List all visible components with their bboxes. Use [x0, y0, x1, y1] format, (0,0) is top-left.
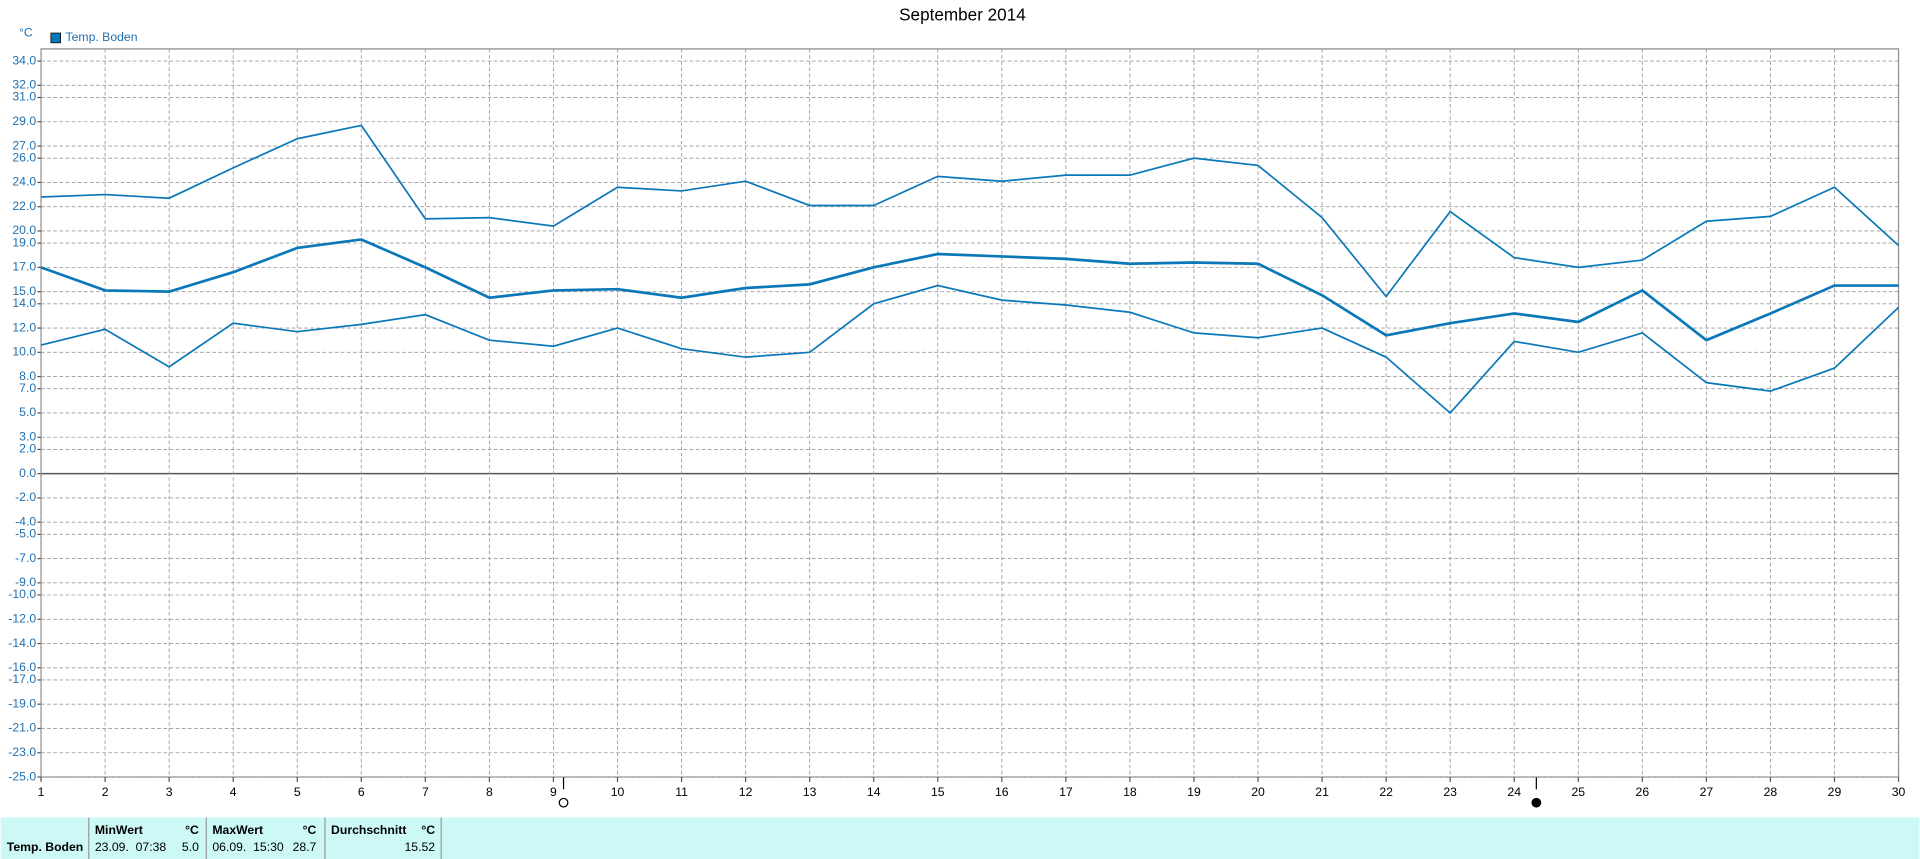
x-tick-label: 19 — [1187, 785, 1201, 799]
y-tick-label: 31.0 — [12, 90, 36, 104]
y-tick-label: 22.0 — [12, 199, 36, 213]
header-cell: MaxWert — [212, 823, 263, 837]
y-tick-label: -9.0 — [15, 575, 36, 589]
y-tick-label: -21.0 — [8, 721, 36, 735]
y-tick-label: -25.0 — [8, 769, 36, 783]
y-tick-label: -14.0 — [8, 636, 36, 650]
x-tick-label: 4 — [230, 785, 237, 799]
x-tick-label: 23 — [1443, 785, 1457, 799]
y-tick-label: 17.0 — [12, 260, 36, 274]
x-tick-label: 15 — [931, 785, 945, 799]
new-moon-icon — [1531, 797, 1542, 808]
x-tick-label: 16 — [995, 785, 1009, 799]
x-tick-label: 17 — [1059, 785, 1073, 799]
y-tick-label: -5.0 — [15, 527, 36, 541]
y-tick-label: 26.0 — [12, 150, 36, 164]
y-tick-label: -2.0 — [15, 490, 36, 504]
x-tick-label: 8 — [486, 785, 493, 799]
row-label: Temp. Boden — [7, 840, 83, 854]
x-tick-label: 11 — [675, 785, 688, 799]
y-tick-label: 29.0 — [12, 114, 36, 128]
chart-title: September 2014 — [899, 4, 1026, 24]
y-tick-label: -23.0 — [8, 745, 36, 759]
x-tick-label: 24 — [1507, 785, 1521, 799]
y-tick-label: 2.0 — [19, 442, 36, 456]
stats-background — [0, 817, 1920, 859]
cell: 15.52 — [404, 840, 435, 854]
x-tick-label: 9 — [550, 785, 557, 799]
header-cell: MinWert — [95, 823, 143, 837]
x-tick-label: 6 — [358, 785, 365, 799]
y-tick-label: 10.0 — [12, 345, 36, 359]
stats-table: MinWert °C MaxWert °C Durchschnitt °C Te… — [0, 817, 1920, 859]
y-tick-label: 20.0 — [12, 223, 36, 237]
x-tick-label: 20 — [1251, 785, 1265, 799]
y-tick-label: 8.0 — [19, 369, 36, 383]
y-tick-label: 7.0 — [19, 381, 36, 395]
x-tick-label: 29 — [1828, 785, 1842, 799]
y-tick-label: 19.0 — [12, 235, 36, 249]
x-tick-label: 2 — [102, 785, 109, 799]
y-tick-label: 14.0 — [12, 296, 36, 310]
y-tick-label: 24.0 — [12, 175, 36, 189]
y-tick-label: -12.0 — [8, 612, 36, 626]
y-unit: °C — [19, 25, 33, 39]
y-tick-label: -10.0 — [8, 587, 36, 601]
x-tick-label: 14 — [867, 785, 881, 799]
y-tick-label: 12.0 — [12, 320, 36, 334]
x-tick-label: 25 — [1571, 785, 1585, 799]
full-moon-icon — [558, 797, 569, 808]
cell: 06.09. 15:30 — [212, 840, 284, 854]
x-tick-label: 28 — [1764, 785, 1778, 799]
y-tick-label: -16.0 — [8, 660, 36, 674]
y-tick-label: -7.0 — [15, 551, 36, 565]
series-line — [41, 124, 1900, 298]
y-tick-label: -17.0 — [8, 672, 36, 686]
x-tick-label: 13 — [803, 785, 817, 799]
x-tick-label: 18 — [1123, 785, 1137, 799]
header-cell: °C — [303, 823, 317, 837]
cell: 23.09. 07:38 — [95, 840, 167, 854]
x-tick-label: 30 — [1892, 785, 1906, 799]
cell: 5.0 — [182, 840, 199, 854]
y-tick-label: 3.0 — [19, 429, 36, 443]
header-cell: °C — [421, 823, 435, 837]
x-tick-label: 27 — [1700, 785, 1714, 799]
y-tick-label: 15.0 — [12, 284, 36, 298]
y-tick-label: -4.0 — [15, 514, 36, 528]
y-tick-label: 5.0 — [19, 405, 36, 419]
x-tick-label: 10 — [611, 785, 625, 799]
y-tick-label: 27.0 — [12, 138, 36, 152]
x-tick-label: 1 — [38, 785, 45, 799]
x-tick-label: 22 — [1379, 785, 1393, 799]
moon-markers — [558, 777, 1542, 808]
x-tick-label: 21 — [1315, 785, 1329, 799]
axes: 34.032.031.029.027.026.024.022.020.019.0… — [8, 48, 1906, 799]
x-tick-label: 12 — [739, 785, 753, 799]
x-tick-label: 5 — [294, 785, 301, 799]
x-tick-label: 3 — [166, 785, 173, 799]
y-tick-label: 0.0 — [19, 466, 36, 480]
y-tick-label: 32.0 — [12, 78, 36, 92]
legend-swatch — [50, 32, 61, 44]
header-cell: Durchschnitt — [331, 823, 406, 837]
x-tick-label: 7 — [422, 785, 429, 799]
series-line — [40, 238, 1899, 342]
header-cell: °C — [185, 823, 199, 837]
y-tick-label: -19.0 — [8, 696, 36, 710]
series-line — [40, 284, 1900, 415]
x-tick-label: 26 — [1636, 785, 1650, 799]
legend-label: Temp. Boden — [66, 30, 138, 44]
y-tick-label: 34.0 — [12, 53, 36, 67]
cell: 28.7 — [293, 840, 317, 854]
